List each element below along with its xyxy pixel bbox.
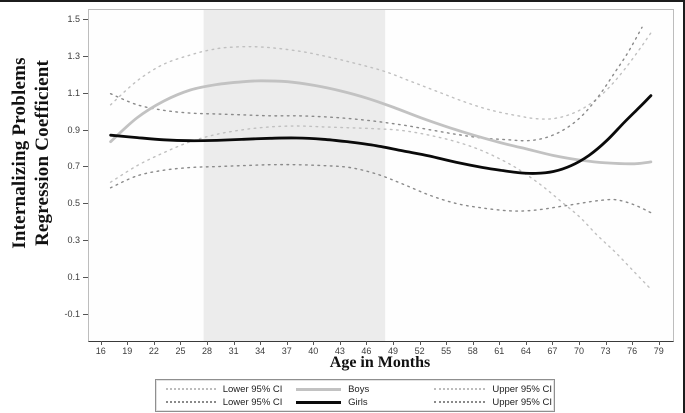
x-tick-mark [526, 341, 527, 345]
y-tick-label: 0.3 [67, 235, 80, 246]
x-tick-label: 40 [308, 346, 319, 356]
series-boys [109, 79, 653, 166]
y-tick-mark [83, 56, 88, 57]
y-tick-label: 1.3 [67, 50, 80, 61]
legend-sample-solid-line [296, 400, 342, 404]
x-tick-label: 73 [600, 346, 611, 356]
x-tick-label: 79 [653, 346, 664, 356]
x-tick-mark [207, 341, 208, 345]
y-axis-title-line1: Internalizing Problems [9, 57, 30, 249]
y-tick-mark [83, 19, 88, 20]
x-tick-mark [420, 341, 421, 345]
x-tick-mark [606, 341, 607, 345]
y-tick-label: 0.7 [67, 161, 80, 172]
x-tick-label: 55 [441, 346, 452, 356]
chart-svg [109, 10, 653, 341]
legend-label: Upper 95% CI [492, 383, 552, 395]
x-tick-mark [127, 341, 128, 345]
legend-label: Boys [348, 383, 370, 395]
y-tick-mark [83, 277, 88, 278]
legend-row: Lower 95% CI Boys Upper 95% CI [156, 383, 554, 396]
x-tick-label: 52 [414, 346, 425, 356]
legend-sample-dotted-line [166, 401, 216, 403]
x-tick-mark [659, 341, 660, 345]
legend-box: Lower 95% CI Boys Upper 95% CI Lower 95% CI… [155, 379, 555, 412]
x-tick-label: 22 [148, 346, 159, 356]
x-tick-mark [234, 341, 235, 345]
y-tick-label: 1.5 [67, 13, 80, 24]
shaded-age-band [203, 10, 386, 341]
series-girls_upper_ci [109, 26, 643, 142]
x-tick-mark [180, 341, 181, 345]
x-tick-mark [366, 341, 367, 345]
y-tick-label: 0.9 [67, 124, 80, 135]
x-tick-mark [313, 341, 314, 345]
x-tick-label: 70 [573, 346, 584, 356]
y-tick-mark [83, 93, 88, 94]
x-tick-label: 67 [547, 346, 558, 356]
series-girls_lower_ci [109, 163, 652, 214]
legend-label: Lower 95% CI [222, 383, 283, 395]
legend-sample-solid-line [296, 387, 342, 391]
legend-label: Lower 95% CI [222, 396, 283, 408]
x-tick-label: 16 [95, 346, 106, 356]
x-tick-mark [154, 341, 155, 345]
x-tick-mark [579, 341, 580, 345]
x-tick-mark [473, 341, 474, 345]
x-tick-label: 37 [281, 346, 292, 356]
y-tick-mark [83, 203, 88, 204]
legend-row: Lower 95% CI Girls Upper 95% CI [156, 396, 554, 409]
x-tick-label: 61 [494, 346, 505, 356]
x-tick-mark [393, 341, 394, 345]
x-tick-mark [446, 341, 447, 345]
x-tick-label: 49 [388, 346, 399, 356]
x-tick-mark [340, 341, 341, 345]
x-tick-label: 34 [255, 346, 266, 356]
y-axis-title: Internalizing Problems Regression Coeffi… [8, 3, 54, 303]
y-tick-mark [83, 314, 88, 315]
y-tick-label: 1.1 [67, 87, 80, 98]
x-tick-label: 43 [334, 346, 345, 356]
x-tick-mark [552, 341, 553, 345]
y-tick-mark [83, 240, 88, 241]
legend-sample-dotted-line [433, 401, 486, 403]
legend-label: Girls [348, 396, 368, 408]
x-tick-mark [287, 341, 288, 345]
y-tick-label: -0.1 [64, 308, 80, 319]
x-tick-label: 19 [122, 346, 133, 356]
legend-sample-dotted-line [433, 388, 486, 390]
series-boys_upper_ci [109, 32, 652, 120]
legend-label: Upper 95% CI [492, 396, 552, 408]
x-tick-mark [260, 341, 261, 345]
legend-sample-dotted-line [166, 388, 216, 390]
y-tick-label: 0.5 [67, 198, 80, 209]
x-tick-label: 58 [467, 346, 478, 356]
y-tick-mark [83, 130, 88, 131]
y-axis-title-line2: Regression Coefficient [32, 59, 53, 247]
y-tick-label: 0.1 [67, 272, 80, 283]
y-tick-mark [83, 166, 88, 167]
x-tick-mark [499, 341, 500, 345]
x-tick-label: 31 [228, 346, 239, 356]
x-tick-label: 28 [202, 346, 213, 356]
x-tick-label: 25 [175, 346, 186, 356]
x-tick-mark [101, 341, 102, 345]
series-boys_lower_ci [109, 125, 652, 290]
x-axis-title: Age in Months [329, 354, 431, 371]
series-girls [109, 94, 653, 175]
x-tick-label: 46 [361, 346, 372, 356]
plot-panel [88, 9, 674, 342]
x-tick-label: 64 [520, 346, 531, 356]
x-tick-mark [632, 341, 633, 345]
x-tick-label: 76 [627, 346, 638, 356]
